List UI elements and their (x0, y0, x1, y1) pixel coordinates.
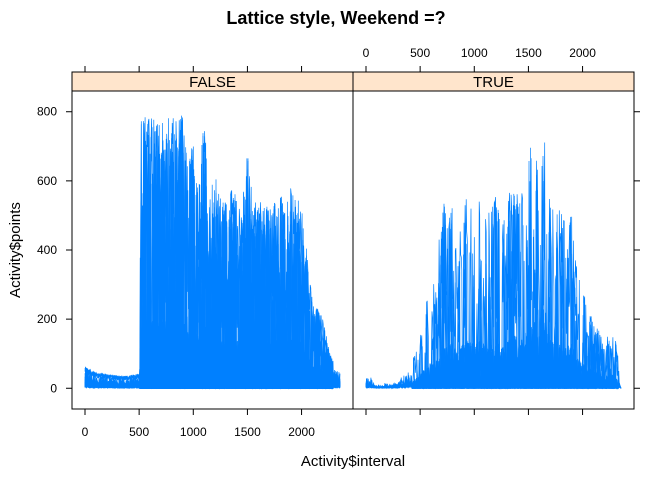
x-tick-label-top: 0 (363, 46, 370, 60)
x-tick-label-bottom: 1000 (180, 425, 207, 439)
x-tick-label-bottom: 1500 (234, 425, 261, 439)
y-tick-label: 800 (37, 105, 57, 119)
y-tick-label: 0 (50, 381, 57, 395)
strip-true-label: TRUE (473, 74, 514, 91)
series-false (84, 115, 341, 390)
x-tick-label-bottom: 0 (82, 425, 89, 439)
series-true (365, 142, 622, 390)
y-tick-label: 400 (37, 243, 57, 257)
x-tick-label-bottom: 2000 (288, 425, 315, 439)
chart-title: Lattice style, Weekend =? (226, 8, 445, 28)
strip-true (352, 71, 635, 92)
axis-ticks: 0 0 500 500 1000 1000 1500 1500 2000 2000 0 200 400 6… (37, 46, 640, 439)
series-line (84, 122, 341, 390)
x-tick-label-top: 2000 (569, 46, 596, 60)
x-tick-label-top: 1000 (461, 46, 488, 60)
y-axis-label: Activity$points (7, 202, 24, 298)
y-tick-label: 600 (37, 174, 57, 188)
x-tick-label-top: 500 (410, 46, 430, 60)
y-tick-label: 200 (37, 312, 57, 326)
x-tick-label-bottom: 500 (129, 425, 149, 439)
x-axis-label: Activity$interval (301, 453, 405, 470)
x-tick-label-top: 1500 (515, 46, 542, 60)
series-layer (84, 115, 622, 390)
series-line (365, 192, 622, 390)
strip-false-label: FALSE (189, 74, 236, 91)
